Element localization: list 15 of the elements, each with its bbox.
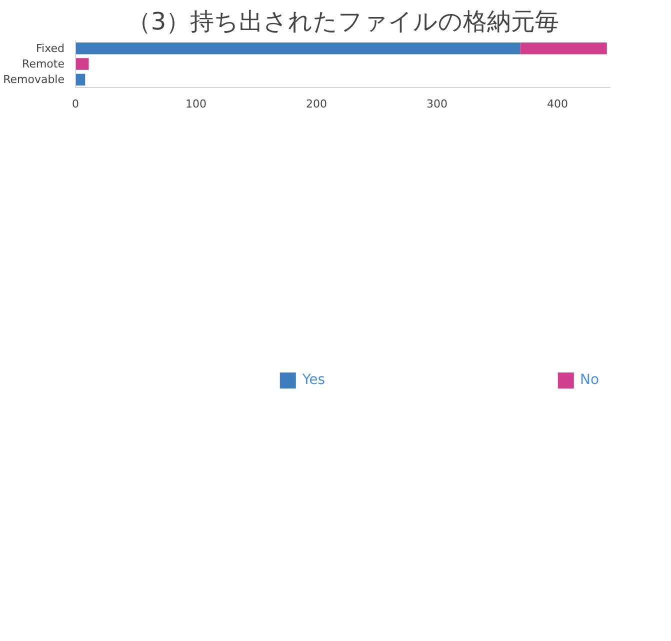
x-tick-label: 100 — [186, 98, 206, 110]
bar — [76, 58, 89, 70]
chart-title: （3）持ち出されたファイルの格納元毎 — [126, 8, 560, 36]
legend-label: No — [580, 372, 600, 388]
y-tick-label: Fixed — [36, 42, 65, 55]
bar — [76, 42, 520, 54]
x-tick-label: 0 — [72, 98, 79, 110]
legend-label: Yes — [302, 372, 325, 388]
x-tick-label: 400 — [546, 98, 568, 110]
x-tick-label: 200 — [306, 98, 327, 110]
y-tick-label: Remote — [22, 58, 65, 70]
bar — [520, 42, 607, 54]
bar — [76, 74, 86, 86]
x-tick-label: 300 — [426, 98, 448, 110]
y-tick-label: Removable — [3, 73, 65, 86]
